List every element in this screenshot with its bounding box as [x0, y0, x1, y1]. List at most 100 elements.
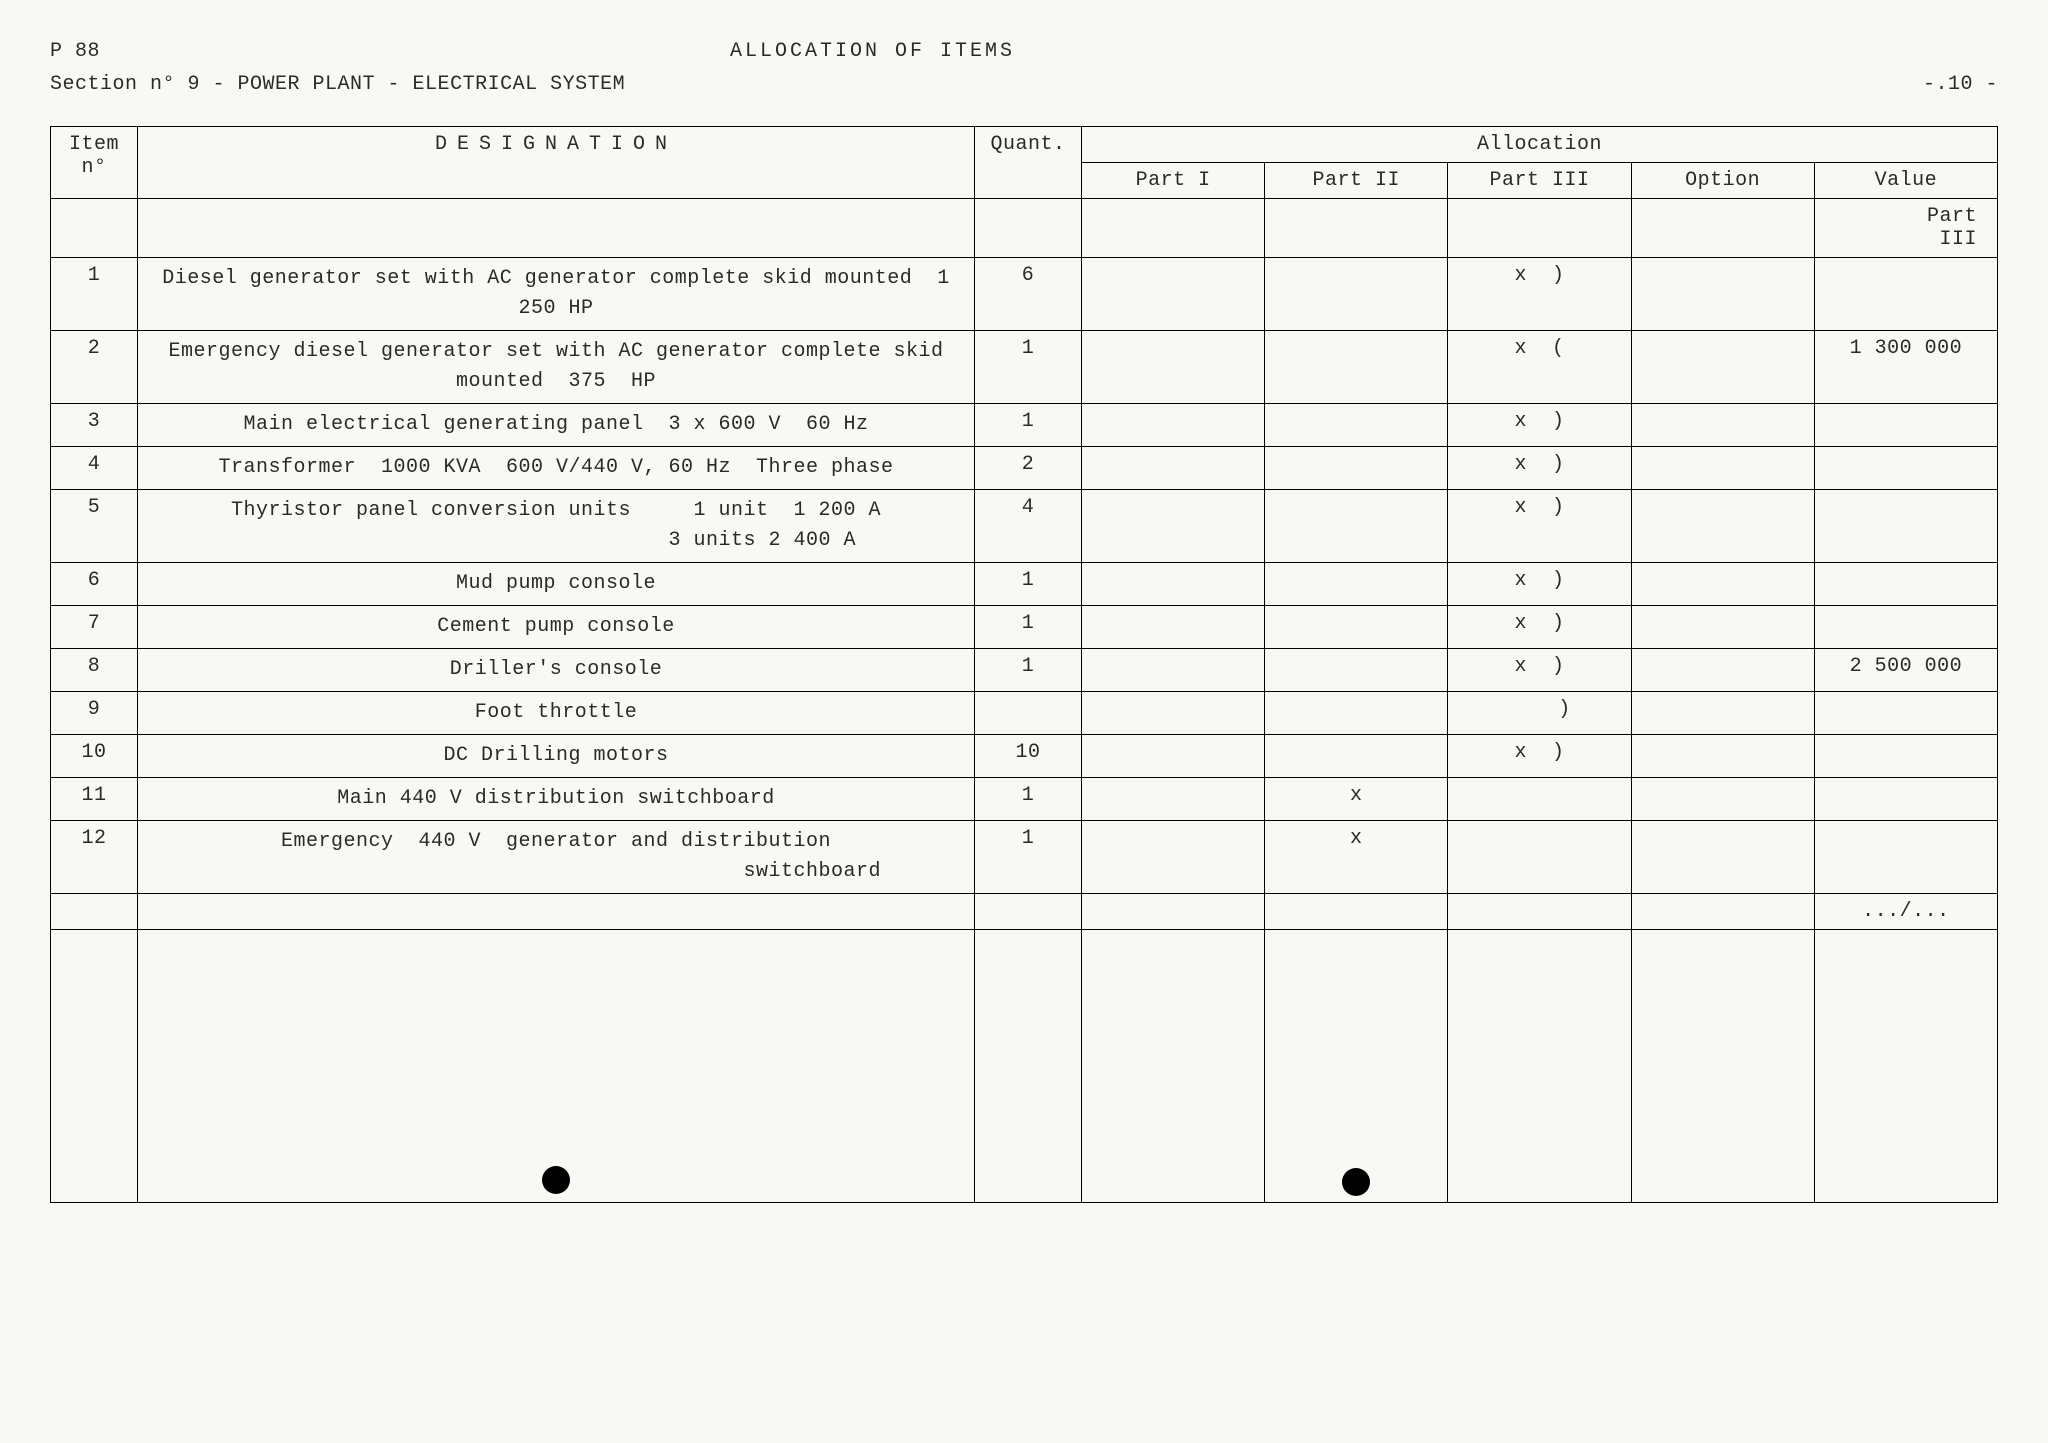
cell-quant: 1 [975, 606, 1082, 649]
continuation-mark: .../... [1814, 894, 1997, 930]
cell-value [1814, 404, 1997, 447]
page-number: -.10 - [1878, 73, 1998, 96]
cell-part3: x ) [1448, 258, 1631, 331]
cell-part1 [1082, 821, 1265, 894]
cell-value [1814, 563, 1997, 606]
section-label: Section n° 9 - POWER PLANT - ELECTRICAL … [50, 73, 1878, 96]
cell-part2 [1265, 735, 1448, 778]
cell-empty [1814, 930, 1997, 1203]
cell-quant: 1 [975, 404, 1082, 447]
cell-part2 [1265, 606, 1448, 649]
col-option: Option [1631, 163, 1814, 199]
cell-part2 [1265, 692, 1448, 735]
cell-empty [1082, 894, 1265, 930]
cell-part2 [1265, 649, 1448, 692]
cell-itemno: 4 [51, 447, 138, 490]
table-row: 5Thyristor panel conversion units 1 unit… [51, 490, 1998, 563]
cell-part1 [1082, 692, 1265, 735]
cell-quant: 4 [975, 490, 1082, 563]
col-part3: Part III [1448, 163, 1631, 199]
cell-option [1631, 735, 1814, 778]
cell-quant: 1 [975, 649, 1082, 692]
cell-quant: 6 [975, 258, 1082, 331]
cell-itemno: 8 [51, 649, 138, 692]
cell-part1 [1082, 490, 1265, 563]
cell-empty [1265, 894, 1448, 930]
continuation-row: .../... [51, 894, 1998, 930]
cell-itemno: 10 [51, 735, 138, 778]
cell-value: 1 300 000 [1814, 331, 1997, 404]
cell-part3: ) [1448, 692, 1631, 735]
cell-part1 [1082, 563, 1265, 606]
table-row: 4Transformer 1000 KVA 600 V/440 V, 60 Hz… [51, 447, 1998, 490]
table-row: 8Driller's console1x )2 500 000 [51, 649, 1998, 692]
cell-part3 [1448, 821, 1631, 894]
header-line-1: P 88 ALLOCATION OF ITEMS [50, 40, 1998, 63]
col-quant: Quant. [975, 127, 1082, 199]
cell-option [1631, 447, 1814, 490]
cell-part3 [1448, 199, 1631, 258]
cell-part1 [1082, 649, 1265, 692]
cell-part1 [1082, 199, 1265, 258]
table-row: 7Cement pump console1x ) [51, 606, 1998, 649]
cell-itemno: 6 [51, 563, 138, 606]
cell-part3: x ) [1448, 563, 1631, 606]
cell-part1 [1082, 735, 1265, 778]
cell-empty [1631, 894, 1814, 930]
col-designation: DESIGNATION [138, 127, 975, 199]
cell-option [1631, 692, 1814, 735]
cell-option [1631, 821, 1814, 894]
col-allocation: Allocation [1082, 127, 1998, 163]
cell-quant: 1 [975, 778, 1082, 821]
cell-value: 2 500 000 [1814, 649, 1997, 692]
cell-empty [51, 930, 138, 1203]
col-item-no: Item n° [51, 127, 138, 199]
cell-desig: Transformer 1000 KVA 600 V/440 V, 60 Hz … [138, 447, 975, 490]
cell-part2 [1265, 331, 1448, 404]
cell-itemno: 2 [51, 331, 138, 404]
cell-empty [975, 930, 1082, 1203]
cell-part3: x ) [1448, 404, 1631, 447]
cell-value [1814, 735, 1997, 778]
cell-quant: 2 [975, 447, 1082, 490]
cell-part3: x ) [1448, 735, 1631, 778]
cell-desig: Main electrical generating panel 3 x 600… [138, 404, 975, 447]
cell-quant: 1 [975, 563, 1082, 606]
cell-desig: Diesel generator set with AC generator c… [138, 258, 975, 331]
cell-empty [1082, 930, 1265, 1203]
cell-option [1631, 563, 1814, 606]
cell-desig: Cement pump console [138, 606, 975, 649]
punch-hole-left [138, 930, 975, 1203]
cell-desig: Thyristor panel conversion units 1 unit … [138, 490, 975, 563]
cell-part2 [1265, 490, 1448, 563]
cell-desig: Emergency diesel generator set with AC g… [138, 331, 975, 404]
table-row: 1Diesel generator set with AC generator … [51, 258, 1998, 331]
col-value: Value [1814, 163, 1997, 199]
cell-part1 [1082, 447, 1265, 490]
cell-desig: DC Drilling motors [138, 735, 975, 778]
cell-itemno: 5 [51, 490, 138, 563]
cell-part2 [1265, 258, 1448, 331]
cell-part1 [1082, 606, 1265, 649]
cell-part1 [1082, 331, 1265, 404]
dot-icon [542, 1166, 570, 1194]
header-line-2: Section n° 9 - POWER PLANT - ELECTRICAL … [50, 73, 1998, 96]
cell-part3: x ) [1448, 606, 1631, 649]
cell-part3: x ) [1448, 649, 1631, 692]
cell-part3: x ) [1448, 447, 1631, 490]
cell-itemno: 9 [51, 692, 138, 735]
cell-empty [138, 894, 975, 930]
cell-option [1631, 649, 1814, 692]
cell-itemno: 3 [51, 404, 138, 447]
cell-desig: Main 440 V distribution switchboard [138, 778, 975, 821]
allocation-table: Item n° DESIGNATION Quant. Allocation Pa… [50, 126, 1998, 1203]
cell-quant: 1 [975, 331, 1082, 404]
table-row: 3Main electrical generating panel 3 x 60… [51, 404, 1998, 447]
cell-part1 [1082, 778, 1265, 821]
cell-value [1814, 692, 1997, 735]
cell-option [1631, 490, 1814, 563]
cell-desig [138, 199, 975, 258]
cell-value [1814, 821, 1997, 894]
cell-part2 [1265, 447, 1448, 490]
col-part2: Part II [1265, 163, 1448, 199]
